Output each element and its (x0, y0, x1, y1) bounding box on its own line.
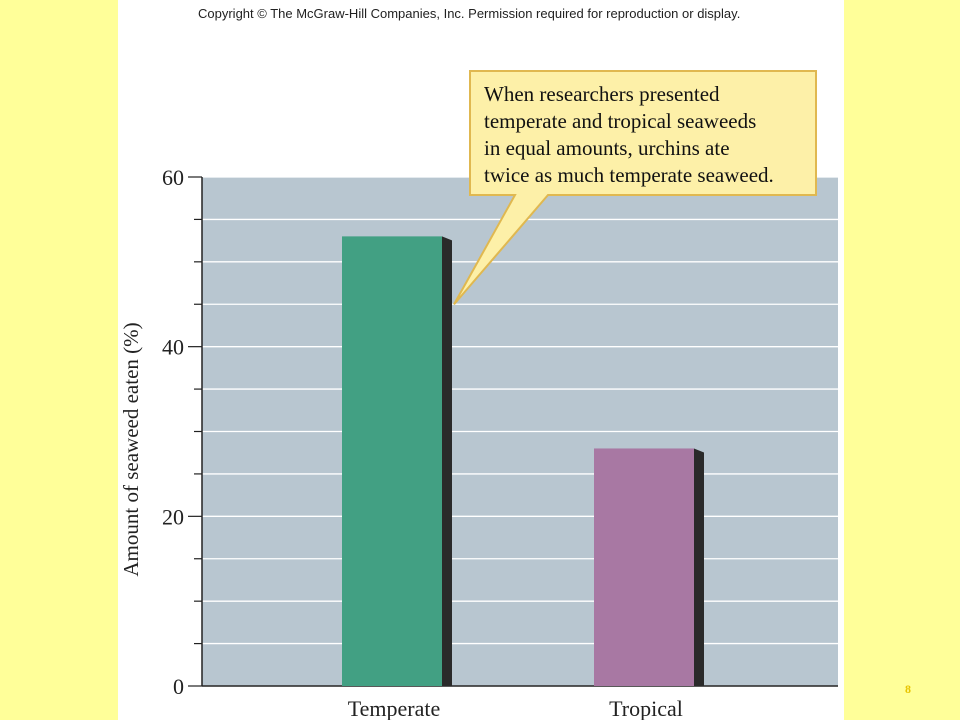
y-tick-label: 20 (162, 504, 184, 529)
copyright-notice: Copyright © The McGraw-Hill Companies, I… (198, 6, 741, 21)
x-tick-label: Tropical (609, 696, 683, 720)
y-tick-label: 0 (173, 674, 184, 699)
bar-side (442, 236, 452, 686)
x-axis-labels: Temperate Tropical (348, 696, 683, 720)
callout-text-line: in equal amounts, urchins ate (484, 136, 730, 160)
bar-tropical (594, 448, 704, 686)
bar (594, 448, 694, 686)
y-tick-label: 40 (162, 335, 184, 360)
callout-text-line: When researchers presented (484, 82, 720, 106)
slide-number: 8 (905, 682, 911, 696)
annotation-callout: When researchers presented temperate and … (453, 70, 817, 306)
bar-side (694, 448, 704, 686)
callout-box (453, 70, 817, 306)
y-axis: 0 20 40 60 (162, 165, 838, 699)
bars (342, 236, 704, 686)
bar (342, 236, 442, 686)
callout-text-line: temperate and tropical seaweeds (484, 109, 756, 133)
y-axis-title: Amount of seaweed eaten (%) (119, 322, 143, 576)
bar-temperate (342, 236, 452, 686)
grid-lines (202, 176, 838, 687)
x-tick-label: Temperate (348, 696, 441, 720)
callout-text-line: twice as much temperate seaweed. (484, 163, 774, 187)
y-tick-label: 60 (162, 165, 184, 190)
